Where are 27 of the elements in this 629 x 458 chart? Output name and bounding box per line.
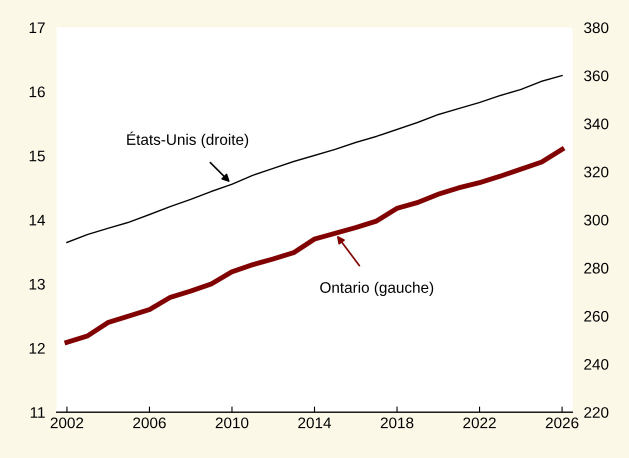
y2-tick-label: 220 [584, 407, 608, 418]
x-tick-label: 2010 [216, 417, 248, 428]
y2-tick-label: 320 [584, 166, 608, 178]
legend-label: Ontario (gauche) [320, 282, 434, 296]
y2-tick-label: 280 [584, 262, 608, 274]
y2-tick-label: 240 [584, 358, 608, 370]
y2-tick-label: 260 [584, 310, 608, 322]
y2-tick-label: 340 [584, 118, 608, 130]
y-tick-label: 16 [30, 86, 45, 98]
x-tick-label: 2014 [298, 417, 332, 428]
x-tick-label: 2022 [463, 417, 496, 428]
line-series [64, 146, 565, 345]
y-tick-label: 12 [30, 342, 45, 354]
x-tick-label: 2006 [133, 417, 166, 428]
y-tick-label: 11 [30, 407, 45, 418]
x-tick-label: 2002 [50, 417, 84, 428]
y-tick-label: 13 [30, 278, 45, 290]
y-tick-label: 17 [30, 22, 45, 34]
line-series [66, 74, 563, 244]
y2-tick-label: 380 [584, 22, 608, 34]
y-tick-label: 15 [30, 150, 45, 162]
x-tick-label: 2026 [546, 417, 578, 428]
series-label: États-Unis (droite) [127, 132, 248, 148]
y-tick-label: 14 [30, 214, 46, 226]
x-tick-label: 2018 [380, 417, 414, 428]
y2-tick-label: 360 [584, 70, 608, 82]
y2-tick-label: 300 [584, 214, 608, 226]
